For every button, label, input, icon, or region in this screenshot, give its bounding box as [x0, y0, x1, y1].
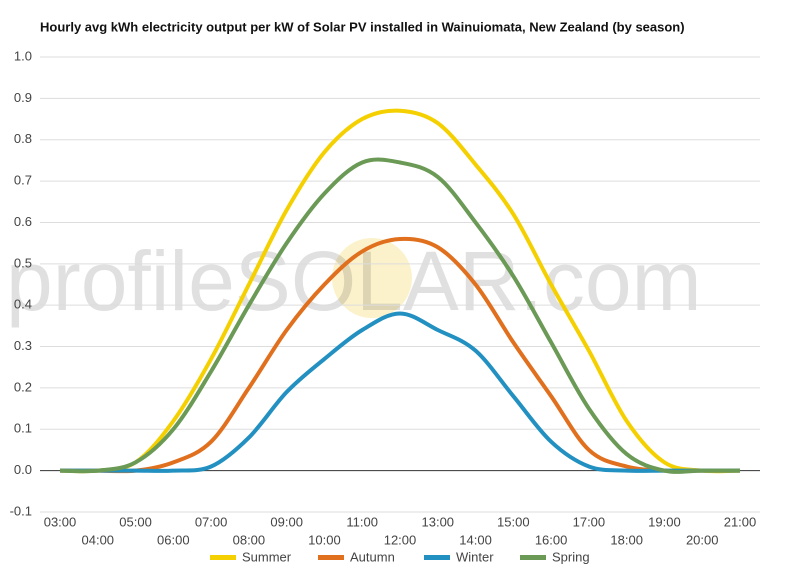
y-tick-label: 0.0	[14, 462, 32, 477]
y-tick-label: -0.1	[10, 503, 32, 518]
x-tick-label: 17:00	[573, 514, 606, 529]
legend-label: Autumn	[350, 549, 395, 564]
x-tick-label: 12:00	[384, 532, 417, 547]
x-tick-label: 04:00	[82, 532, 115, 547]
series-line	[59, 311, 740, 473]
y-tick-label: 0.1	[14, 421, 32, 436]
series-line	[59, 108, 741, 474]
y-tick-label: 0.8	[14, 131, 32, 146]
x-tick-label: 16:00	[535, 532, 568, 547]
y-tick-label: 0.7	[14, 173, 32, 188]
legend-label: Spring	[552, 549, 590, 564]
y-tick-label: 1.0	[14, 48, 32, 63]
y-tick-label: 0.5	[14, 255, 32, 270]
legend-label: Summer	[242, 549, 292, 564]
series-line	[59, 157, 740, 474]
x-tick-label: 13:00	[422, 514, 455, 529]
y-tick-label: 0.4	[14, 297, 32, 312]
watermark: profileSOLAR.com	[6, 234, 702, 328]
x-tick-label: 05:00	[119, 514, 152, 529]
x-tick-label: 10:00	[308, 532, 341, 547]
y-tick-label: 0.3	[14, 338, 32, 353]
y-tick-label: 0.9	[14, 90, 32, 105]
x-tick-label: 19:00	[648, 514, 681, 529]
series-line	[59, 236, 740, 474]
x-tick-label: 08:00	[233, 532, 266, 547]
legend-swatch	[424, 555, 450, 560]
x-tick-label: 15:00	[497, 514, 530, 529]
x-tick-label: 03:00	[44, 514, 77, 529]
x-tick-label: 21:00	[724, 514, 757, 529]
x-tick-label: 06:00	[157, 532, 190, 547]
chart-title: Hourly avg kWh electricity output per kW…	[40, 19, 685, 34]
x-tick-label: 07:00	[195, 514, 228, 529]
legend-swatch	[210, 555, 236, 560]
legend-swatch	[520, 555, 546, 560]
x-tick-label: 09:00	[270, 514, 303, 529]
x-tick-label: 18:00	[610, 532, 643, 547]
y-tick-label: 0.6	[14, 214, 32, 229]
y-tick-label: 0.2	[14, 379, 32, 394]
legend-label: Winter	[456, 549, 494, 564]
x-tick-label: 14:00	[459, 532, 492, 547]
x-tick-label: 11:00	[346, 514, 378, 529]
x-tick-label: 20:00	[686, 532, 719, 547]
legend-swatch	[318, 555, 344, 560]
